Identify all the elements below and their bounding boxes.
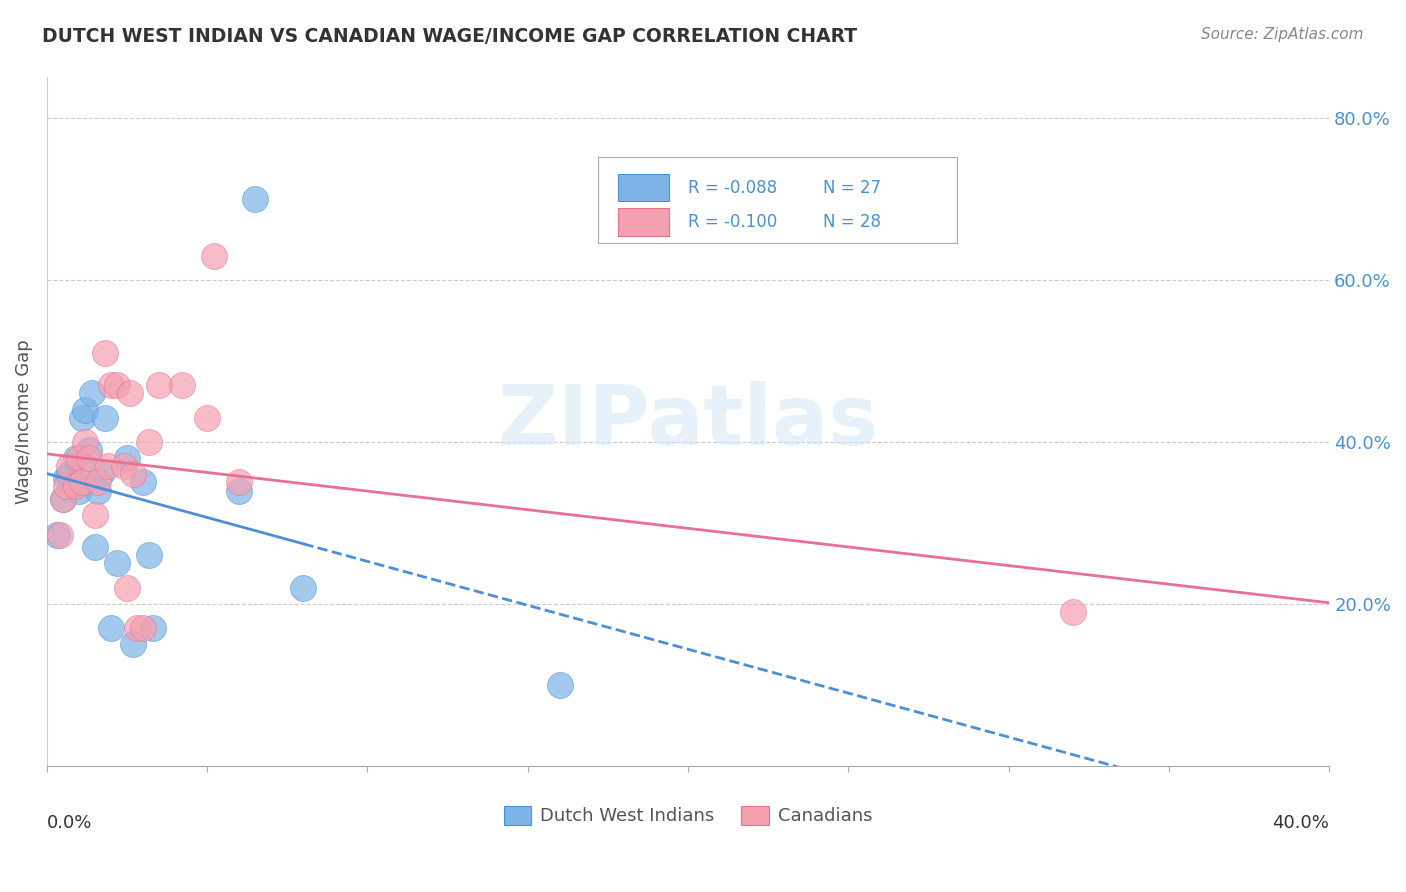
Point <box>93 410 115 425</box>
Point <box>228 483 250 498</box>
Point <box>148 378 170 392</box>
Point <box>90 467 112 482</box>
Text: Source: ZipAtlas.com: Source: ZipAtlas.com <box>1201 27 1364 42</box>
Point <box>245 192 267 206</box>
Text: ZIPatlas: ZIPatlas <box>498 381 879 462</box>
Point <box>120 386 142 401</box>
Text: 40.0%: 40.0% <box>1272 814 1329 832</box>
Point <box>84 540 107 554</box>
Point <box>62 479 84 493</box>
Point <box>70 475 93 490</box>
Point <box>292 581 315 595</box>
Point <box>52 491 75 506</box>
Text: N = 28: N = 28 <box>823 213 880 231</box>
Point <box>122 637 145 651</box>
Point <box>67 483 90 498</box>
Point <box>115 451 138 466</box>
Point <box>48 528 70 542</box>
Point <box>75 402 97 417</box>
Point <box>202 249 225 263</box>
Point <box>77 442 100 457</box>
Point <box>97 459 120 474</box>
Point <box>80 386 103 401</box>
Point <box>100 378 122 392</box>
Point <box>142 621 165 635</box>
Point <box>58 467 80 482</box>
Text: R = -0.088: R = -0.088 <box>688 178 778 196</box>
Point <box>170 378 193 392</box>
Point <box>195 410 218 425</box>
Point <box>67 475 90 490</box>
Point <box>65 451 87 466</box>
Point <box>125 621 148 635</box>
Point <box>84 508 107 522</box>
Point <box>115 581 138 595</box>
Point <box>100 621 122 635</box>
Point <box>112 459 135 474</box>
Text: R = -0.100: R = -0.100 <box>688 213 778 231</box>
Point <box>45 528 67 542</box>
Point <box>52 491 75 506</box>
Point <box>138 434 160 449</box>
Point <box>548 678 571 692</box>
Bar <box>617 208 669 235</box>
Point <box>228 475 250 490</box>
Point <box>87 483 110 498</box>
Text: DUTCH WEST INDIAN VS CANADIAN WAGE/INCOME GAP CORRELATION CHART: DUTCH WEST INDIAN VS CANADIAN WAGE/INCOM… <box>42 27 858 45</box>
FancyBboxPatch shape <box>599 157 957 243</box>
Point <box>65 479 87 493</box>
Point <box>67 451 90 466</box>
Point <box>93 346 115 360</box>
Point <box>132 475 155 490</box>
Point <box>55 471 77 485</box>
Point <box>55 479 77 493</box>
Point <box>58 459 80 474</box>
Point <box>107 378 129 392</box>
Point <box>122 467 145 482</box>
Point <box>138 549 160 563</box>
Point <box>77 451 100 466</box>
Point <box>87 475 110 490</box>
Point <box>107 557 129 571</box>
Text: 0.0%: 0.0% <box>46 814 93 832</box>
Y-axis label: Wage/Income Gap: Wage/Income Gap <box>15 339 32 504</box>
Point <box>132 621 155 635</box>
Legend: Dutch West Indians, Canadians: Dutch West Indians, Canadians <box>496 798 879 832</box>
Text: N = 27: N = 27 <box>823 178 880 196</box>
Point <box>70 410 93 425</box>
Bar <box>617 174 669 202</box>
Point <box>1062 605 1084 619</box>
Point <box>75 434 97 449</box>
